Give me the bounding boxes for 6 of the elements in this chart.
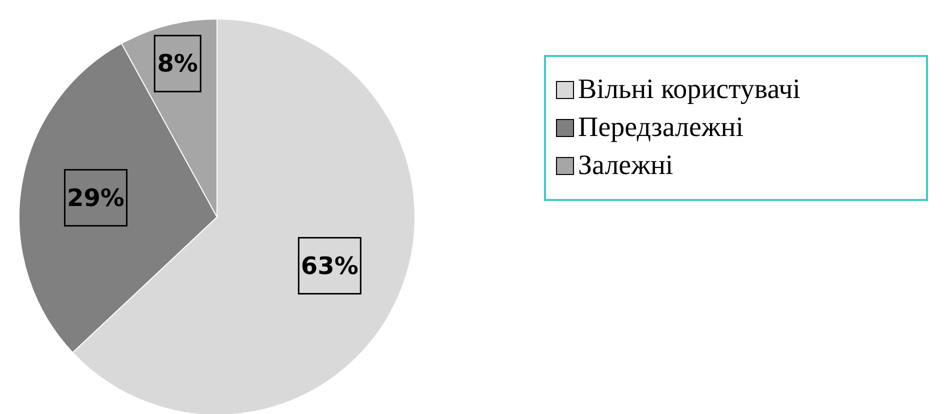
data-label: 63%	[300, 252, 358, 280]
data-label: 8%	[157, 50, 198, 78]
legend-label: Залежні	[578, 149, 674, 183]
legend-label: Передзалежні	[578, 111, 744, 145]
legend-label: Вільні користувачі	[578, 73, 800, 107]
data-label: 29%	[67, 184, 124, 212]
